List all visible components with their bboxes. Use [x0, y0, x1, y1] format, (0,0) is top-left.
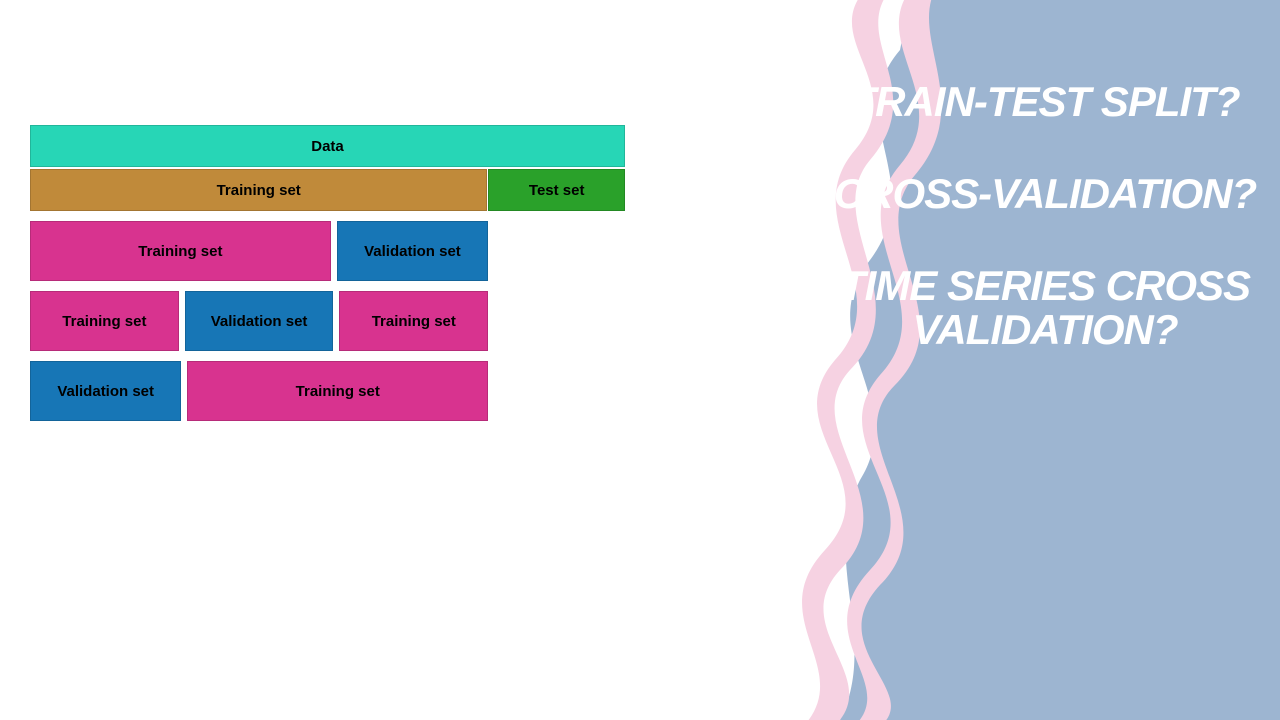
cell-training-f2-1: Training set	[187, 361, 488, 421]
cell-training-f1-0: Training set	[30, 291, 179, 351]
heading-1: CROSS-VALIDATION?	[830, 172, 1260, 216]
fold-row-2: Validation setTraining set	[30, 361, 488, 421]
cell-data: Data	[30, 125, 625, 167]
cell-training-f0-0: Training set	[30, 221, 331, 281]
cell-training-top: Training set	[30, 169, 487, 211]
heading-2: TIME SERIES CROSS VALIDATION?	[830, 264, 1260, 352]
cell-validation-f2-0: Validation set	[30, 361, 181, 421]
row-split: Training setTest set	[30, 169, 625, 211]
fold-row-1: Training setValidation setTraining set	[30, 291, 488, 351]
headings-block: TRAIN-TEST SPLIT? CROSS-VALIDATION? TIME S…	[830, 80, 1260, 400]
heading-0: TRAIN-TEST SPLIT?	[830, 80, 1260, 124]
cell-validation-f0-1: Validation set	[337, 221, 488, 281]
cell-validation-f1-1: Validation set	[185, 291, 334, 351]
cell-test: Test set	[488, 169, 625, 211]
right-panel: TRAIN-TEST SPLIT? CROSS-VALIDATION? TIME S…	[780, 0, 1280, 720]
cell-training-f1-2: Training set	[339, 291, 488, 351]
row-data: Data	[30, 125, 625, 167]
fold-row-0: Training setValidation set	[30, 221, 488, 281]
cv-diagram: DataTraining setTest setTraining setVali…	[30, 125, 625, 431]
